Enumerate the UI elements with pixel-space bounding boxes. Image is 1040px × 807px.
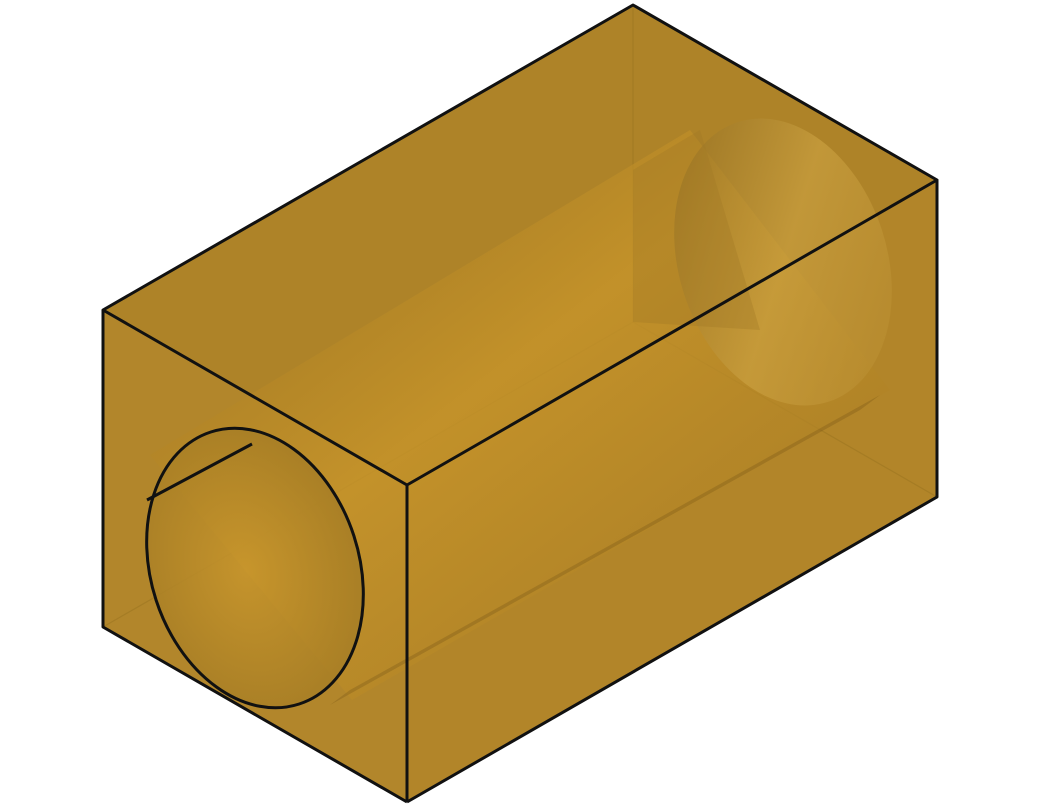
bore-seam-line [146,442,253,502]
bore-front-opening-fill [146,428,364,708]
bore-shadow-band [330,395,880,705]
bore-front-opening-edge[interactable] [112,400,398,736]
block-left-outline [101,310,408,804]
bore-back-opening[interactable] [639,90,928,434]
back-face-shade [633,130,760,330]
block-right-outline [406,180,939,804]
